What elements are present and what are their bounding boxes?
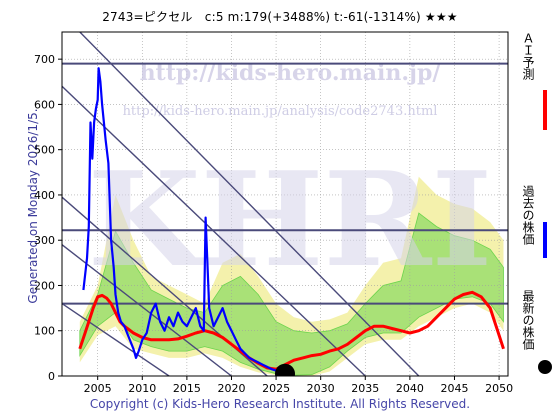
x-tick-label: 2040 — [396, 382, 424, 395]
watermark-big: KHRI — [88, 143, 493, 296]
x-tick-label: 2045 — [440, 382, 468, 395]
x-tick-label: 2035 — [351, 382, 379, 395]
x-tick-label: 2050 — [485, 382, 513, 395]
legend-latest-swatch — [538, 360, 552, 374]
x-tick-label: 2010 — [128, 382, 156, 395]
chart-title: 2743=ピクセル c:5 m:179(+3488%) t:-61(-1314%… — [102, 10, 458, 24]
legend-ai-label: ＡＩ予測 — [521, 32, 535, 80]
plot-frame — [61, 31, 509, 377]
legend-swatches — [538, 90, 552, 374]
y-tick-label: 300 — [34, 234, 55, 247]
x-tick-label: 2005 — [84, 382, 112, 395]
x-tick-label: 2015 — [173, 382, 201, 395]
y-tick-label: 700 — [34, 53, 55, 66]
y-tick-label: 500 — [34, 144, 55, 157]
x-tick-label: 2030 — [307, 382, 335, 395]
latest-price-dot — [275, 363, 295, 376]
trend-line — [62, 302, 170, 376]
watermark-url-analysis: http://kids-hero.main.jp/analysis/code27… — [123, 104, 438, 119]
copyright-footer: Copyright (c) Kids-Hero Research Institu… — [89, 397, 471, 411]
trend-line — [62, 244, 232, 376]
y-tick-label: 200 — [34, 279, 55, 292]
trend-line — [79, 32, 420, 376]
x-tick-label: 2025 — [262, 382, 290, 395]
y-tick-label: 400 — [34, 189, 55, 202]
y-tick-label: 600 — [34, 98, 55, 111]
y-tick-label: 0 — [48, 370, 55, 383]
band-inner — [79, 212, 504, 376]
x-tick-label: 2020 — [217, 382, 245, 395]
y-tick-label: 100 — [34, 325, 55, 338]
legend-latest-label: 最新の株価 — [521, 290, 535, 350]
legend-past-label: 過去の株価 — [521, 185, 535, 245]
past-price-line — [82, 67, 281, 374]
trend-line — [62, 85, 366, 376]
